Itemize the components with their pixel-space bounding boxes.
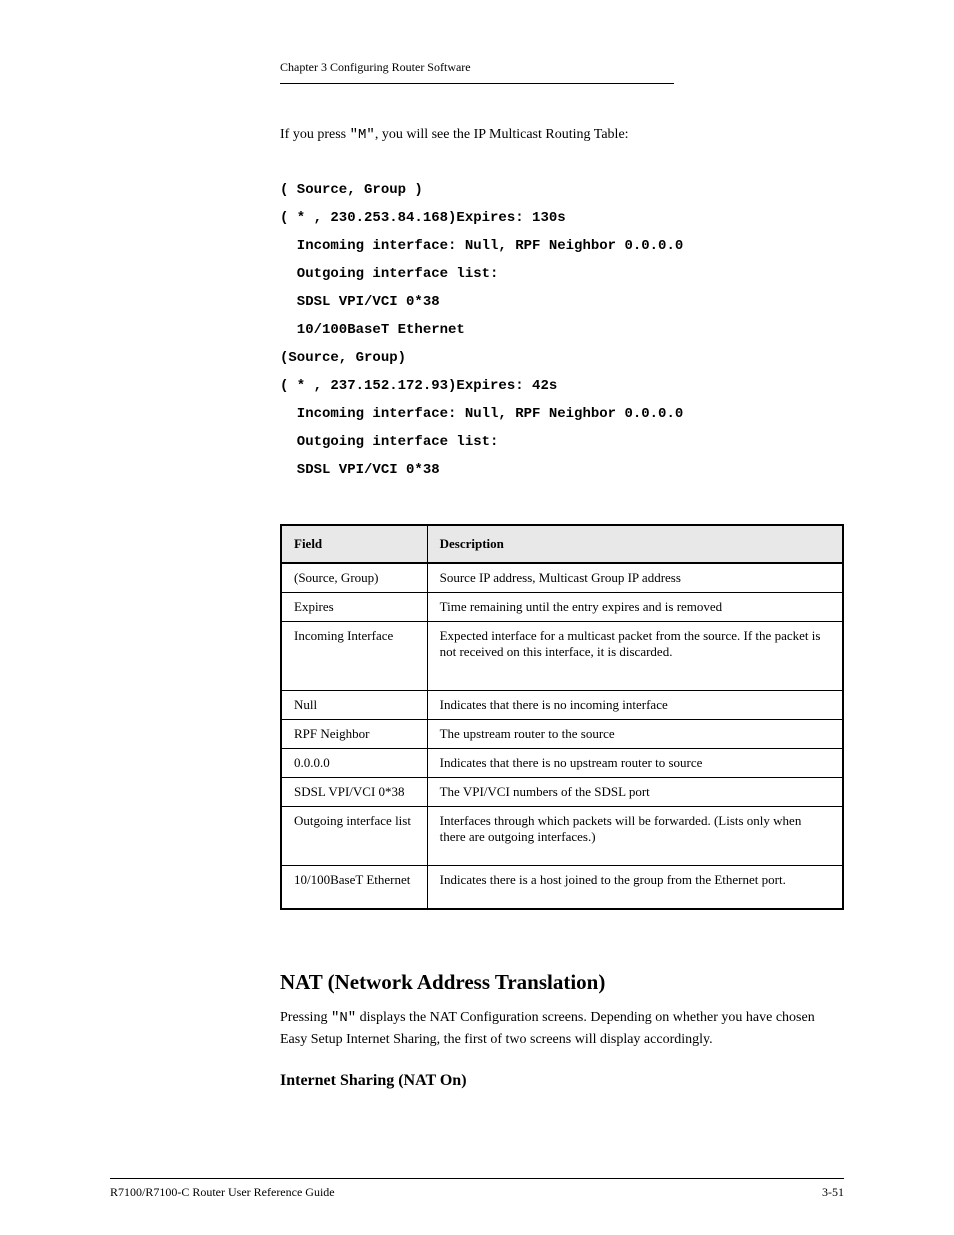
table-cell-field: Outgoing interface list — [281, 807, 427, 866]
section-body-prefix: Pressing — [280, 1010, 331, 1025]
table-cell-desc: Indicates there is a host joined to the … — [427, 866, 843, 910]
footer-divider — [110, 1178, 844, 1179]
table-cell-field: Expires — [281, 593, 427, 622]
header-divider — [280, 83, 674, 84]
intro-suffix: , you will see the IP Multicast Routing … — [375, 127, 629, 142]
table-cell-desc: Source IP address, Multicast Group IP ad… — [427, 563, 843, 593]
table-cell-desc: Expected interface for a multicast packe… — [427, 622, 843, 691]
table-row: SDSL VPI/VCI 0*38 The VPI/VCI numbers of… — [281, 778, 843, 807]
table-header-field: Field — [281, 525, 427, 563]
intro-letter: "M" — [350, 127, 375, 143]
table-cell-field: Null — [281, 691, 427, 720]
footer-left: R7100/R7100-C Router User Reference Guid… — [110, 1185, 335, 1200]
footer-right: 3-51 — [822, 1185, 844, 1200]
section-body-letter: "N" — [331, 1010, 356, 1026]
table-cell-field: (Source, Group) — [281, 563, 427, 593]
table-cell-desc: Interfaces through which packets will be… — [427, 807, 843, 866]
table-row: (Source, Group) Source IP address, Multi… — [281, 563, 843, 593]
code-line: ( * , 230.253.84.168)Expires: 130s — [280, 210, 566, 226]
section-body: Pressing "N" displays the NAT Configurat… — [280, 1007, 844, 1052]
section-body-suffix: displays the NAT Configuration screens. … — [280, 1010, 815, 1047]
subsection-heading: Internet Sharing (NAT On) — [280, 1072, 844, 1090]
table-cell-desc: Indicates that there is no upstream rout… — [427, 749, 843, 778]
intro-paragraph: If you press "M", you will see the IP Mu… — [280, 124, 844, 146]
code-line: Outgoing interface list: — [280, 266, 498, 282]
table-cell-desc: The VPI/VCI numbers of the SDSL port — [427, 778, 843, 807]
page-footer: R7100/R7100-C Router User Reference Guid… — [110, 1178, 844, 1200]
code-line: Incoming interface: Null, RPF Neighbor 0… — [280, 238, 683, 254]
code-line: ( Source, Group ) — [280, 182, 423, 198]
table-row: Expires Time remaining until the entry e… — [281, 593, 843, 622]
section-heading-nat: NAT (Network Address Translation) — [280, 970, 844, 995]
code-line: Outgoing interface list: — [280, 434, 498, 450]
code-block: ( Source, Group ) ( * , 230.253.84.168)E… — [280, 176, 844, 484]
code-line: 10/100BaseT Ethernet — [280, 322, 465, 338]
code-line: SDSL VPI/VCI 0*38 — [280, 462, 440, 478]
table-cell-field: 10/100BaseT Ethernet — [281, 866, 427, 910]
table-row: Outgoing interface list Interfaces throu… — [281, 807, 843, 866]
code-line: SDSL VPI/VCI 0*38 — [280, 294, 440, 310]
table-row: Null Indicates that there is no incoming… — [281, 691, 843, 720]
intro-prefix: If you press — [280, 127, 350, 142]
table-cell-field: 0.0.0.0 — [281, 749, 427, 778]
chapter-header: Chapter 3 Configuring Router Software — [280, 60, 674, 75]
code-line: Incoming interface: Null, RPF Neighbor 0… — [280, 406, 683, 422]
table-header-description: Description — [427, 525, 843, 563]
table-cell-desc: Indicates that there is no incoming inte… — [427, 691, 843, 720]
table-row: RPF Neighbor The upstream router to the … — [281, 720, 843, 749]
routing-table: Field Description (Source, Group) Source… — [280, 524, 844, 910]
code-line: ( * , 237.152.172.93)Expires: 42s — [280, 378, 557, 394]
table-row: Incoming Interface Expected interface fo… — [281, 622, 843, 691]
table-cell-desc: The upstream router to the source — [427, 720, 843, 749]
table-cell-field: RPF Neighbor — [281, 720, 427, 749]
table-cell-field: Incoming Interface — [281, 622, 427, 691]
code-line: (Source, Group) — [280, 350, 406, 366]
table-row: 10/100BaseT Ethernet Indicates there is … — [281, 866, 843, 910]
table-row: 0.0.0.0 Indicates that there is no upstr… — [281, 749, 843, 778]
table-cell-field: SDSL VPI/VCI 0*38 — [281, 778, 427, 807]
table-header-row: Field Description — [281, 525, 843, 563]
table-cell-desc: Time remaining until the entry expires a… — [427, 593, 843, 622]
